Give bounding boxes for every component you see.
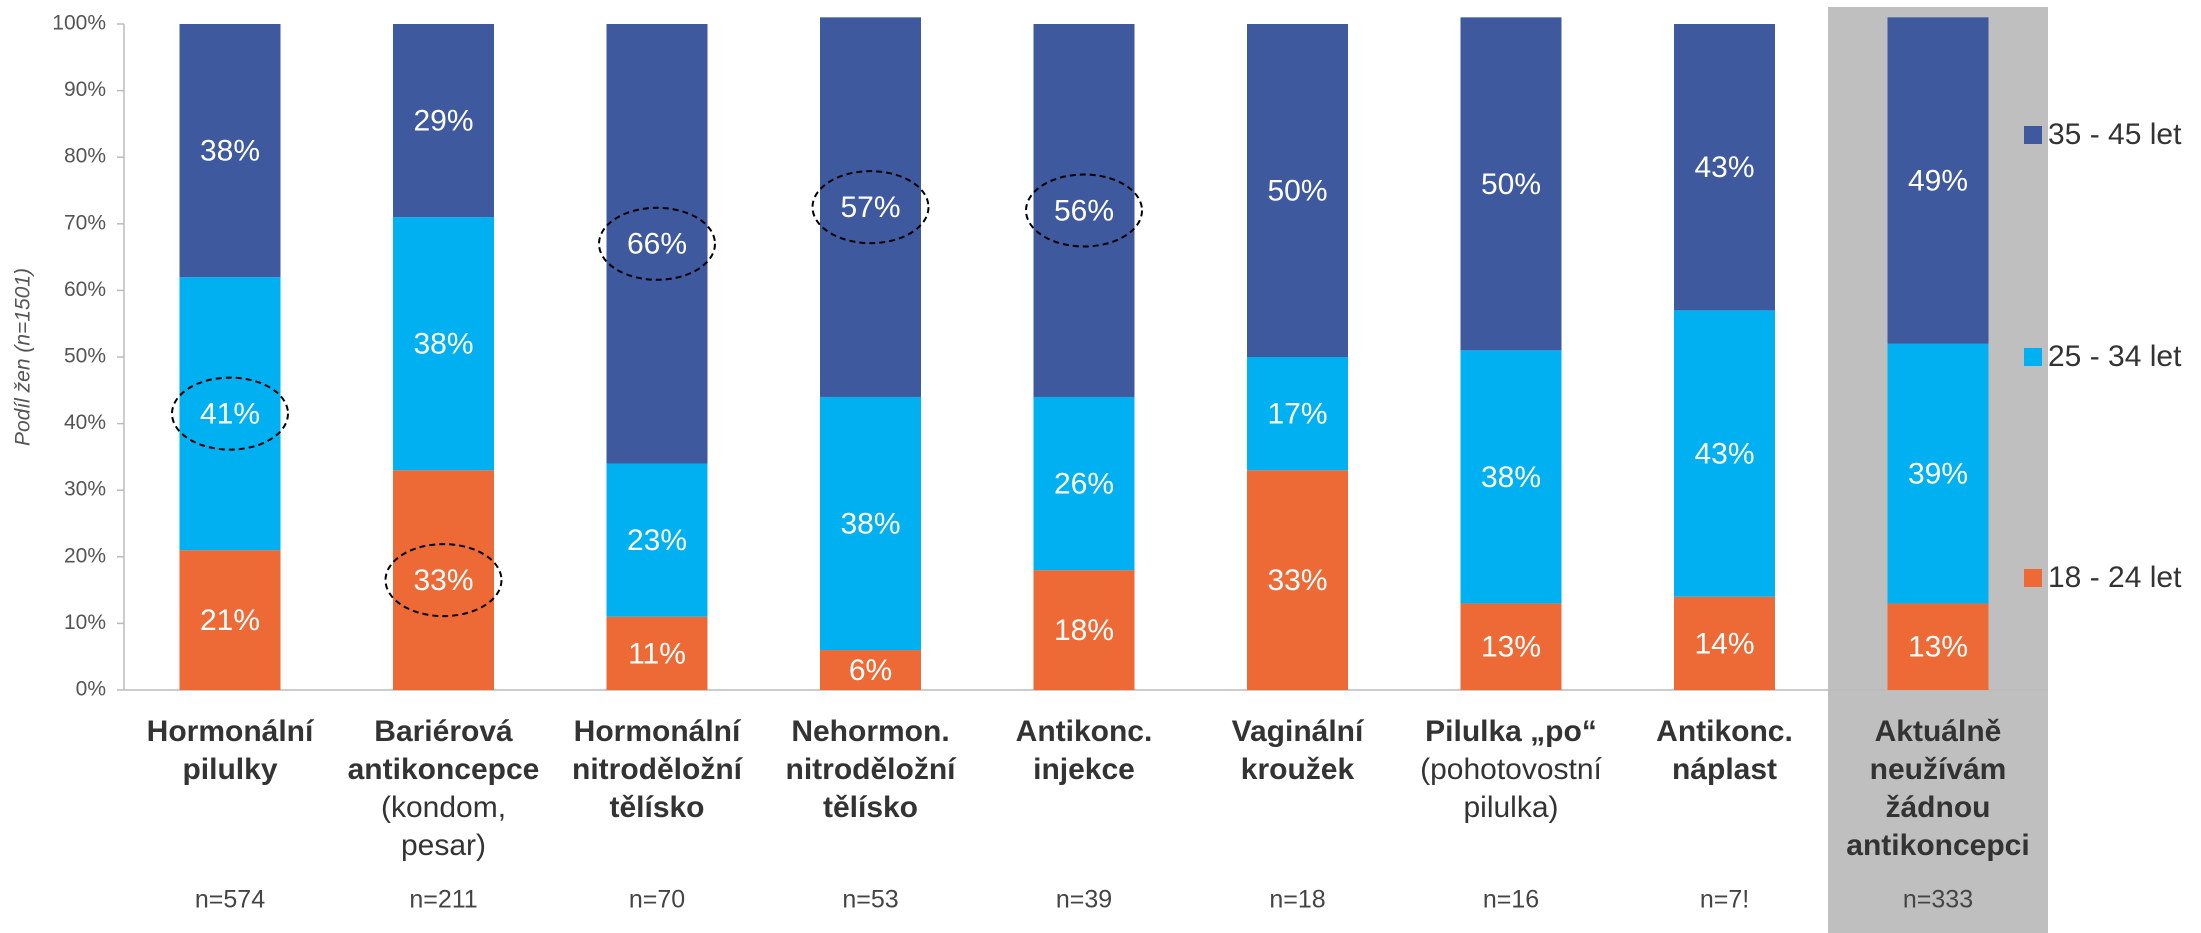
label-circle xyxy=(598,206,716,281)
label-circle xyxy=(171,376,289,451)
bar-segment xyxy=(1674,24,1775,311)
category-label: Antikonc. injekce xyxy=(1016,715,1153,786)
category-label: Vaginální kroužek xyxy=(1232,715,1365,786)
bar-segment xyxy=(1674,310,1775,597)
sample-size: n=574 xyxy=(195,886,265,914)
bar-segment xyxy=(606,616,708,690)
category-label: Pilulka „po“ xyxy=(1425,715,1597,748)
sample-size: n=7! xyxy=(1700,886,1749,914)
data-label: 29% xyxy=(413,104,473,137)
data-label: 50% xyxy=(1267,174,1327,207)
bar-segment xyxy=(1460,350,1562,604)
sample-size: n=16 xyxy=(1483,886,1539,914)
data-label: 11% xyxy=(628,637,686,670)
legend-label: 35 - 45 let xyxy=(2048,118,2182,151)
bar-segment xyxy=(1247,470,1348,690)
bar-segment xyxy=(1033,570,1135,690)
category-label: (kondom, pesar) xyxy=(381,791,506,862)
legend-label: 18 - 24 let xyxy=(2048,561,2182,594)
data-label: 13% xyxy=(1481,631,1541,664)
legend-label: 25 - 34 let xyxy=(2048,340,2182,373)
data-label: 18% xyxy=(1054,614,1114,647)
bar-segment xyxy=(1247,357,1348,471)
data-label: 43% xyxy=(1694,437,1754,470)
data-label: 38% xyxy=(200,134,260,167)
data-label: 17% xyxy=(1267,398,1327,431)
data-label: 33% xyxy=(413,564,473,597)
data-label: 41% xyxy=(200,398,260,431)
bar-segment xyxy=(1033,24,1135,397)
data-label: 23% xyxy=(627,524,687,557)
data-label: 38% xyxy=(1481,461,1541,494)
bar-segment xyxy=(606,24,708,464)
data-label: 14% xyxy=(1694,627,1754,660)
sample-size: n=53 xyxy=(842,886,898,914)
label-circle xyxy=(1025,173,1143,248)
legend-swatch xyxy=(2024,126,2042,144)
data-label: 13% xyxy=(1908,631,1968,664)
data-label: 66% xyxy=(627,228,687,261)
sample-size: n=333 xyxy=(1903,886,1973,914)
bar-segment xyxy=(1887,343,1989,604)
data-label: 38% xyxy=(840,507,900,540)
bar-segment xyxy=(820,396,921,651)
category-label: Aktuálně neužívám žádnou antikoncepci xyxy=(1846,715,2029,862)
bar-segment xyxy=(1460,17,1562,351)
category-label: Hormonální pilulky xyxy=(147,715,315,786)
bar-segment xyxy=(179,277,281,551)
bar-segment xyxy=(393,24,494,218)
y-tick-label: 80% xyxy=(64,145,106,168)
data-label: 57% xyxy=(840,191,900,224)
sample-size: n=70 xyxy=(629,886,685,914)
y-tick-label: 40% xyxy=(64,411,106,434)
bar-segment xyxy=(179,550,281,690)
data-label: 6% xyxy=(849,654,892,687)
data-label: 50% xyxy=(1481,168,1541,201)
label-circle xyxy=(811,170,930,245)
y-tick-label: 70% xyxy=(64,211,106,234)
category-label: Bariérová antikoncepce xyxy=(348,715,540,786)
data-label: 43% xyxy=(1694,151,1754,184)
label-circle xyxy=(384,543,503,618)
data-label: 49% xyxy=(1908,164,1968,197)
sample-size: n=18 xyxy=(1269,886,1325,914)
data-label: 56% xyxy=(1054,194,1114,227)
y-tick-label: 60% xyxy=(64,278,106,301)
data-label: 33% xyxy=(1267,564,1327,597)
category-label: (pohotovostní pilulka) xyxy=(1420,753,1602,824)
bar-segment xyxy=(1460,603,1562,690)
y-tick-label: 0% xyxy=(76,678,106,701)
category-label: Hormonální nitroděložní tělísko xyxy=(572,715,744,824)
y-tick-label: 20% xyxy=(64,544,106,567)
legend-swatch xyxy=(2024,348,2042,366)
bar-segment xyxy=(820,17,921,397)
bar-segment xyxy=(606,463,708,617)
y-tick-label: 100% xyxy=(52,12,106,35)
bar-segment xyxy=(820,650,921,690)
legend-swatch xyxy=(2024,569,2042,587)
bar-segment xyxy=(1674,596,1775,690)
y-tick-label: 90% xyxy=(64,78,106,101)
y-axis-label: Podíl žen (n=1501) xyxy=(12,268,35,446)
data-label: 21% xyxy=(200,604,260,637)
bar-segment xyxy=(1887,17,1989,344)
bar-segment xyxy=(393,217,494,471)
y-tick-label: 10% xyxy=(64,611,106,634)
data-label: 38% xyxy=(413,328,473,361)
data-label: 26% xyxy=(1054,467,1114,500)
bar-segment xyxy=(1887,603,1989,690)
bar-segment xyxy=(1247,24,1348,357)
y-tick-label: 30% xyxy=(64,478,106,501)
y-tick-label: 50% xyxy=(64,345,106,368)
data-label: 39% xyxy=(1908,457,1968,490)
bar-segment xyxy=(179,24,281,278)
bar-segment xyxy=(393,470,494,690)
sample-size: n=211 xyxy=(409,886,477,914)
category-label: Antikonc. náplast xyxy=(1656,715,1793,786)
category-label: Nehormon. nitroděložní tělísko xyxy=(786,715,958,824)
bar-segment xyxy=(1033,396,1135,571)
sample-size: n=39 xyxy=(1056,886,1112,914)
